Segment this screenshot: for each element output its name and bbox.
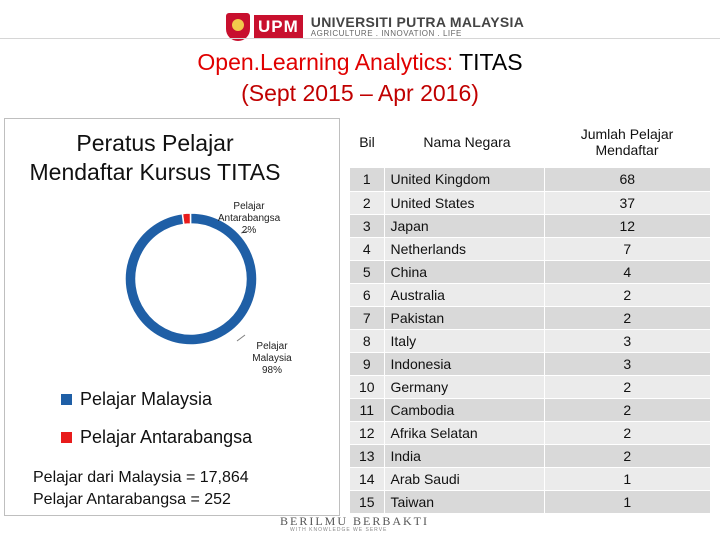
row-bil: 12 — [350, 421, 384, 445]
row-count: 2 — [543, 306, 710, 330]
table-row: 7 Pakistan 2 — [350, 306, 710, 330]
row-count: 2 — [543, 283, 710, 307]
row-country: Pakistan — [383, 306, 544, 330]
row-bil: 9 — [350, 352, 384, 376]
country-table-wrapper: Bil Nama Negara Jumlah Pelajar Mendaftar… — [350, 116, 714, 514]
row-count: 2 — [543, 398, 710, 422]
row-country: United States — [383, 191, 544, 215]
leader-line-malaysia — [236, 334, 246, 342]
donut-chart — [124, 212, 258, 346]
row-bil: 4 — [350, 237, 384, 261]
footer-motto-small: WITH KNOWLEDGE WE SERVE — [290, 527, 388, 533]
header-divider — [0, 38, 720, 39]
row-count: 4 — [543, 260, 710, 284]
row-bil: 5 — [350, 260, 384, 284]
row-count: 3 — [543, 329, 710, 353]
university-tagline: AGRICULTURE . INNOVATION . LIFE — [310, 29, 462, 39]
table-body: 1 United Kingdom 68 2 United States 37 3 Japan 1… — [350, 168, 710, 514]
row-count: 68 — [543, 168, 710, 192]
row-country: Arab Saudi — [383, 467, 544, 491]
row-country: United Kingdom — [383, 168, 544, 192]
slide-subtitle: (Sept 2015 – Apr 2016) — [241, 80, 479, 106]
slice-label-malaysia: Pelajar Malaysia 98% — [252, 341, 292, 376]
legend-label-malaysia: Pelajar Malaysia — [80, 389, 213, 409]
row-count: 7 — [543, 237, 710, 261]
table-row: 3 Japan 12 — [350, 214, 710, 238]
row-bil: 1 — [350, 168, 384, 192]
row-country: Australia — [383, 283, 544, 307]
table-row: 13 India 2 — [350, 444, 710, 468]
table-row: 4 Netherlands 7 — [350, 237, 710, 261]
row-country: China — [383, 260, 544, 284]
slice-label-international: Pelajar Antarabangsa 2% — [217, 201, 281, 236]
row-bil: 14 — [350, 467, 384, 491]
slice-malaysia — [124, 212, 258, 346]
row-country: Germany — [383, 375, 544, 399]
header-country: Nama Negara — [384, 116, 544, 168]
chart-title: Peratus Pelajar Mendaftar Kursus TITAS — [5, 129, 305, 187]
table-row: 12 Afrika Selatan 2 — [350, 421, 710, 445]
table-row: 14 Arab Saudi 1 — [350, 467, 710, 491]
table-row: 1 United Kingdom 68 — [350, 168, 710, 192]
row-country: Netherlands — [383, 237, 544, 261]
row-bil: 10 — [350, 375, 384, 399]
row-bil: 7 — [350, 306, 384, 330]
row-bil: 13 — [350, 444, 384, 468]
row-count: 37 — [543, 191, 710, 215]
leader-line-international — [240, 230, 250, 234]
row-country: Japan — [383, 214, 544, 238]
table-row: 2 United States 37 — [350, 191, 710, 215]
total-malaysia: Pelajar dari Malaysia = 17,864 — [33, 469, 249, 486]
legend-item-malaysia: Pelajar Malaysia — [61, 389, 212, 410]
legend-item-international: Pelajar Antarabangsa — [61, 427, 252, 448]
legend-label-international: Pelajar Antarabangsa — [80, 427, 253, 447]
row-count: 1 — [543, 467, 710, 491]
university-name: UNIVERSITI PUTRA MALAYSIA — [310, 14, 525, 31]
header-bil: Bil — [350, 116, 384, 168]
row-country: Afrika Selatan — [383, 421, 544, 445]
header-count: Jumlah Pelajar Mendaftar — [544, 116, 710, 168]
legend-swatch-malaysia — [61, 394, 72, 405]
table-row: 11 Cambodia 2 — [350, 398, 710, 422]
row-count: 2 — [543, 421, 710, 445]
row-country: Taiwan — [383, 490, 544, 514]
row-country: Italy — [383, 329, 544, 353]
table-row: 9 Indonesia 3 — [350, 352, 710, 376]
row-count: 3 — [543, 352, 710, 376]
legend-swatch-international — [61, 432, 72, 443]
table-row: 10 Germany 2 — [350, 375, 710, 399]
row-bil: 11 — [350, 398, 384, 422]
country-table: Bil Nama Negara Jumlah Pelajar Mendaftar… — [350, 116, 710, 514]
row-country: Indonesia — [383, 352, 544, 376]
totals-box: Pelajar dari Malaysia = 17,864 Pelajar A… — [33, 467, 249, 511]
chart-panel: Peratus Pelajar Mendaftar Kursus TITAS P… — [4, 118, 340, 516]
row-bil: 8 — [350, 329, 384, 353]
title-dark-part: TITAS — [453, 49, 523, 75]
logo-abbr: UPM — [254, 15, 303, 39]
row-count: 2 — [543, 444, 710, 468]
table-header-row: Bil Nama Negara Jumlah Pelajar Mendaftar — [350, 116, 710, 168]
chart-title-line2: Mendaftar Kursus TITAS — [29, 159, 281, 185]
row-bil: 3 — [350, 214, 384, 238]
table-row: 8 Italy 3 — [350, 329, 710, 353]
row-country: India — [383, 444, 544, 468]
footer-motto: BERILMU BERBAKTI — [280, 514, 429, 528]
row-count: 1 — [543, 490, 710, 514]
crest-icon — [226, 13, 250, 41]
row-bil: 6 — [350, 283, 384, 307]
table-row: 6 Australia 2 — [350, 283, 710, 307]
chart-title-line1: Peratus Pelajar — [76, 130, 234, 156]
row-count: 12 — [543, 214, 710, 238]
row-bil: 2 — [350, 191, 384, 215]
row-bil: 15 — [350, 490, 384, 514]
row-count: 2 — [543, 375, 710, 399]
slide-title: Open.Learning Analytics: TITAS — [0, 46, 720, 78]
table-row: 5 China 4 — [350, 260, 710, 284]
table-row: 15 Taiwan 1 — [350, 490, 710, 514]
row-country: Cambodia — [383, 398, 544, 422]
total-international: Pelajar Antarabangsa = 252 — [33, 491, 231, 508]
title-red-part: Open.Learning Analytics: — [197, 49, 454, 75]
university-logo: UPM UNIVERSITI PUTRA MALAYSIA AGRICULTUR… — [226, 10, 524, 44]
